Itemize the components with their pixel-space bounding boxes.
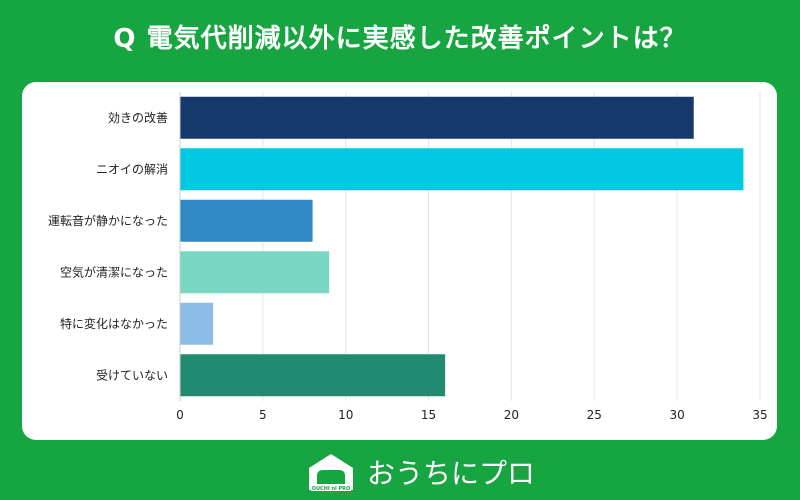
- category-label: 特に変化はなかった: [60, 316, 168, 331]
- category-label: 受けていない: [96, 368, 168, 382]
- category-label: ニオイの解消: [96, 162, 168, 176]
- x-tick-label: 30: [670, 408, 685, 422]
- footer: OUCHI ni PRO おうちにプロ: [0, 448, 800, 496]
- bar: [180, 148, 744, 191]
- bar: [180, 96, 694, 139]
- page-title: Q 電気代削減以外に実感した改善ポイントは？: [113, 24, 687, 54]
- bar: [180, 251, 330, 294]
- category-label: 運転音が静かになった: [48, 213, 168, 228]
- brand-name: おうちにプロ: [367, 457, 536, 490]
- bar: [180, 354, 446, 397]
- x-tick-label: 20: [504, 408, 519, 422]
- bar: [180, 199, 313, 242]
- x-tick-label: 25: [587, 408, 602, 422]
- bar: [180, 302, 214, 345]
- logo-badge-text: OUCHI ni PRO: [312, 486, 351, 492]
- category-label: 効きの改善: [108, 110, 168, 125]
- x-tick-label: 0: [176, 408, 184, 422]
- brand-logo: OUCHI ni PRO おうちにプロ: [305, 450, 535, 494]
- x-tick-label: 35: [752, 408, 767, 422]
- x-tick-label: 10: [338, 408, 353, 422]
- chart-panel: 0 5 10 15 20 25 30 35 効きの改善ニオイの解消運転音が静かになった空気が清潔…: [22, 82, 777, 440]
- x-tick-label: 5: [259, 408, 267, 422]
- x-tick-label: 15: [421, 408, 436, 422]
- bar-chart: 0 5 10 15 20 25 30 35 効きの改善ニオイの解消運転音が静かになった空気が清潔…: [48, 92, 768, 422]
- category-label: 空気が清潔になった: [60, 264, 168, 279]
- house-logo-icon: OUCHI ni PRO: [309, 454, 353, 492]
